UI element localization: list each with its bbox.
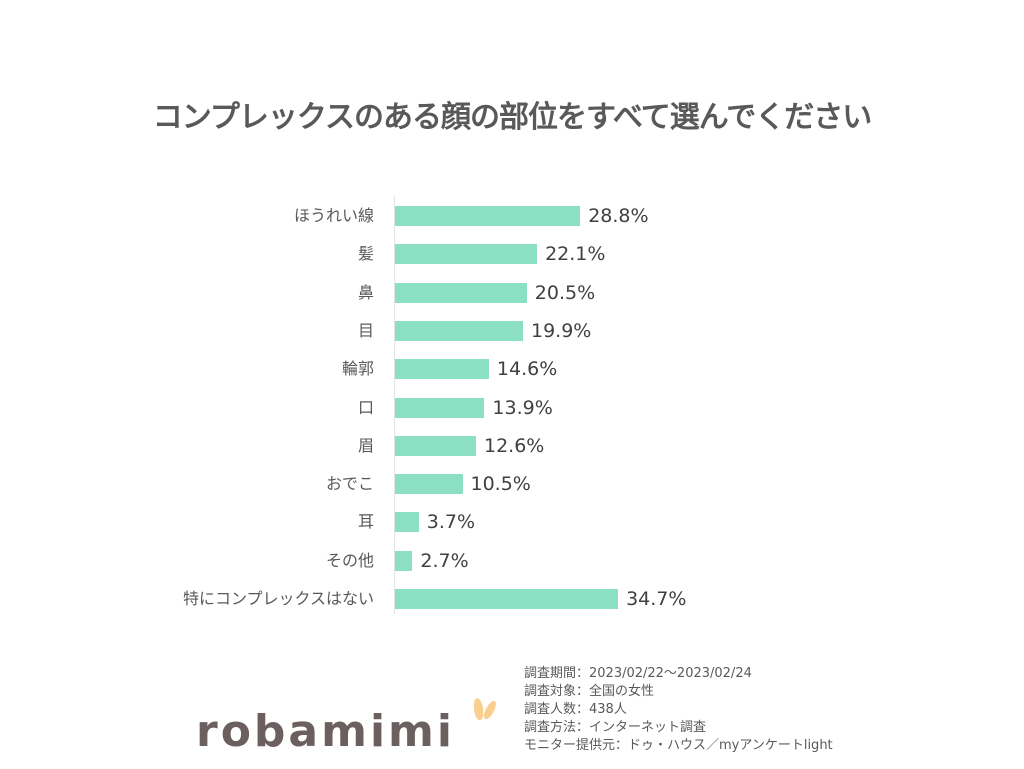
category-label: 鼻 xyxy=(357,282,374,302)
bar xyxy=(395,512,419,533)
bar xyxy=(395,589,619,609)
bar xyxy=(395,550,413,571)
bar xyxy=(395,206,581,226)
category-label: 目 xyxy=(357,320,374,340)
value-label: 22.1% xyxy=(545,243,606,266)
value-label: 2.7% xyxy=(420,549,469,572)
category-label: 耳 xyxy=(357,512,374,532)
bar xyxy=(395,320,523,341)
bar-row: 鼻 20.5% xyxy=(0,281,1024,304)
bar xyxy=(395,397,485,418)
category-label: 口 xyxy=(357,397,374,417)
category-label: ほうれい線 xyxy=(293,206,374,225)
category-label: 髪 xyxy=(357,244,374,264)
bar-row: その他 2.7% xyxy=(0,549,1024,572)
bar-row: 眉 12.6% xyxy=(0,434,1024,457)
bar-row: 耳 3.7% xyxy=(0,511,1024,534)
value-label: 13.9% xyxy=(492,396,553,419)
y-axis-line xyxy=(394,196,395,614)
logo-text: robamimi xyxy=(196,706,455,757)
survey-provider: モニター提供元：ドゥ・ハウス／myアンケートlight xyxy=(524,738,833,753)
bar xyxy=(395,282,527,303)
category-label: その他 xyxy=(325,550,374,570)
page-title: コンプレックスのある顔の部位をすべて選んでください xyxy=(152,100,872,135)
value-label: 20.5% xyxy=(534,281,596,304)
bar xyxy=(395,244,538,265)
bar-row: 目 19.9% xyxy=(0,319,1024,342)
category-label: おでこ xyxy=(325,474,374,494)
value-label: 10.5% xyxy=(470,473,531,496)
bar-row: ほうれい線 28.8% xyxy=(0,205,1024,227)
bar xyxy=(395,359,489,380)
survey-method: 調査方法：インターネット調査 xyxy=(524,720,707,735)
bar xyxy=(395,435,476,456)
value-label: 3.7% xyxy=(426,511,476,534)
category-label: 眉 xyxy=(357,435,374,455)
value-label: 19.9% xyxy=(531,319,592,342)
value-label: 34.7% xyxy=(626,588,687,610)
survey-target: 調査対象：全国の女性 xyxy=(524,684,655,699)
bar-row: 輪郭 14.6% xyxy=(0,358,1024,381)
category-label: 輪郭 xyxy=(341,359,374,379)
survey-notes: 調査期間：2023/02/22～2023/02/24 調査対象：全国の女性 調査… xyxy=(524,665,833,755)
bar xyxy=(395,474,463,495)
bar-row: 髪 22.1% xyxy=(0,243,1024,266)
survey-respondents: 調査人数：438人 xyxy=(524,702,627,717)
value-label: 14.6% xyxy=(496,358,558,381)
bar-row: 特にコンプレックスはない 34.7% xyxy=(0,588,1024,610)
value-label: 12.6% xyxy=(484,434,545,457)
bar-row: おでこ 10.5% xyxy=(0,473,1024,496)
category-label: 特にコンプレックスはない xyxy=(182,589,374,608)
bar-row: 口 13.9% xyxy=(0,396,1024,419)
value-label: 28.8% xyxy=(588,205,649,227)
survey-period: 調査期間：2023/02/22～2023/02/24 xyxy=(524,666,752,681)
